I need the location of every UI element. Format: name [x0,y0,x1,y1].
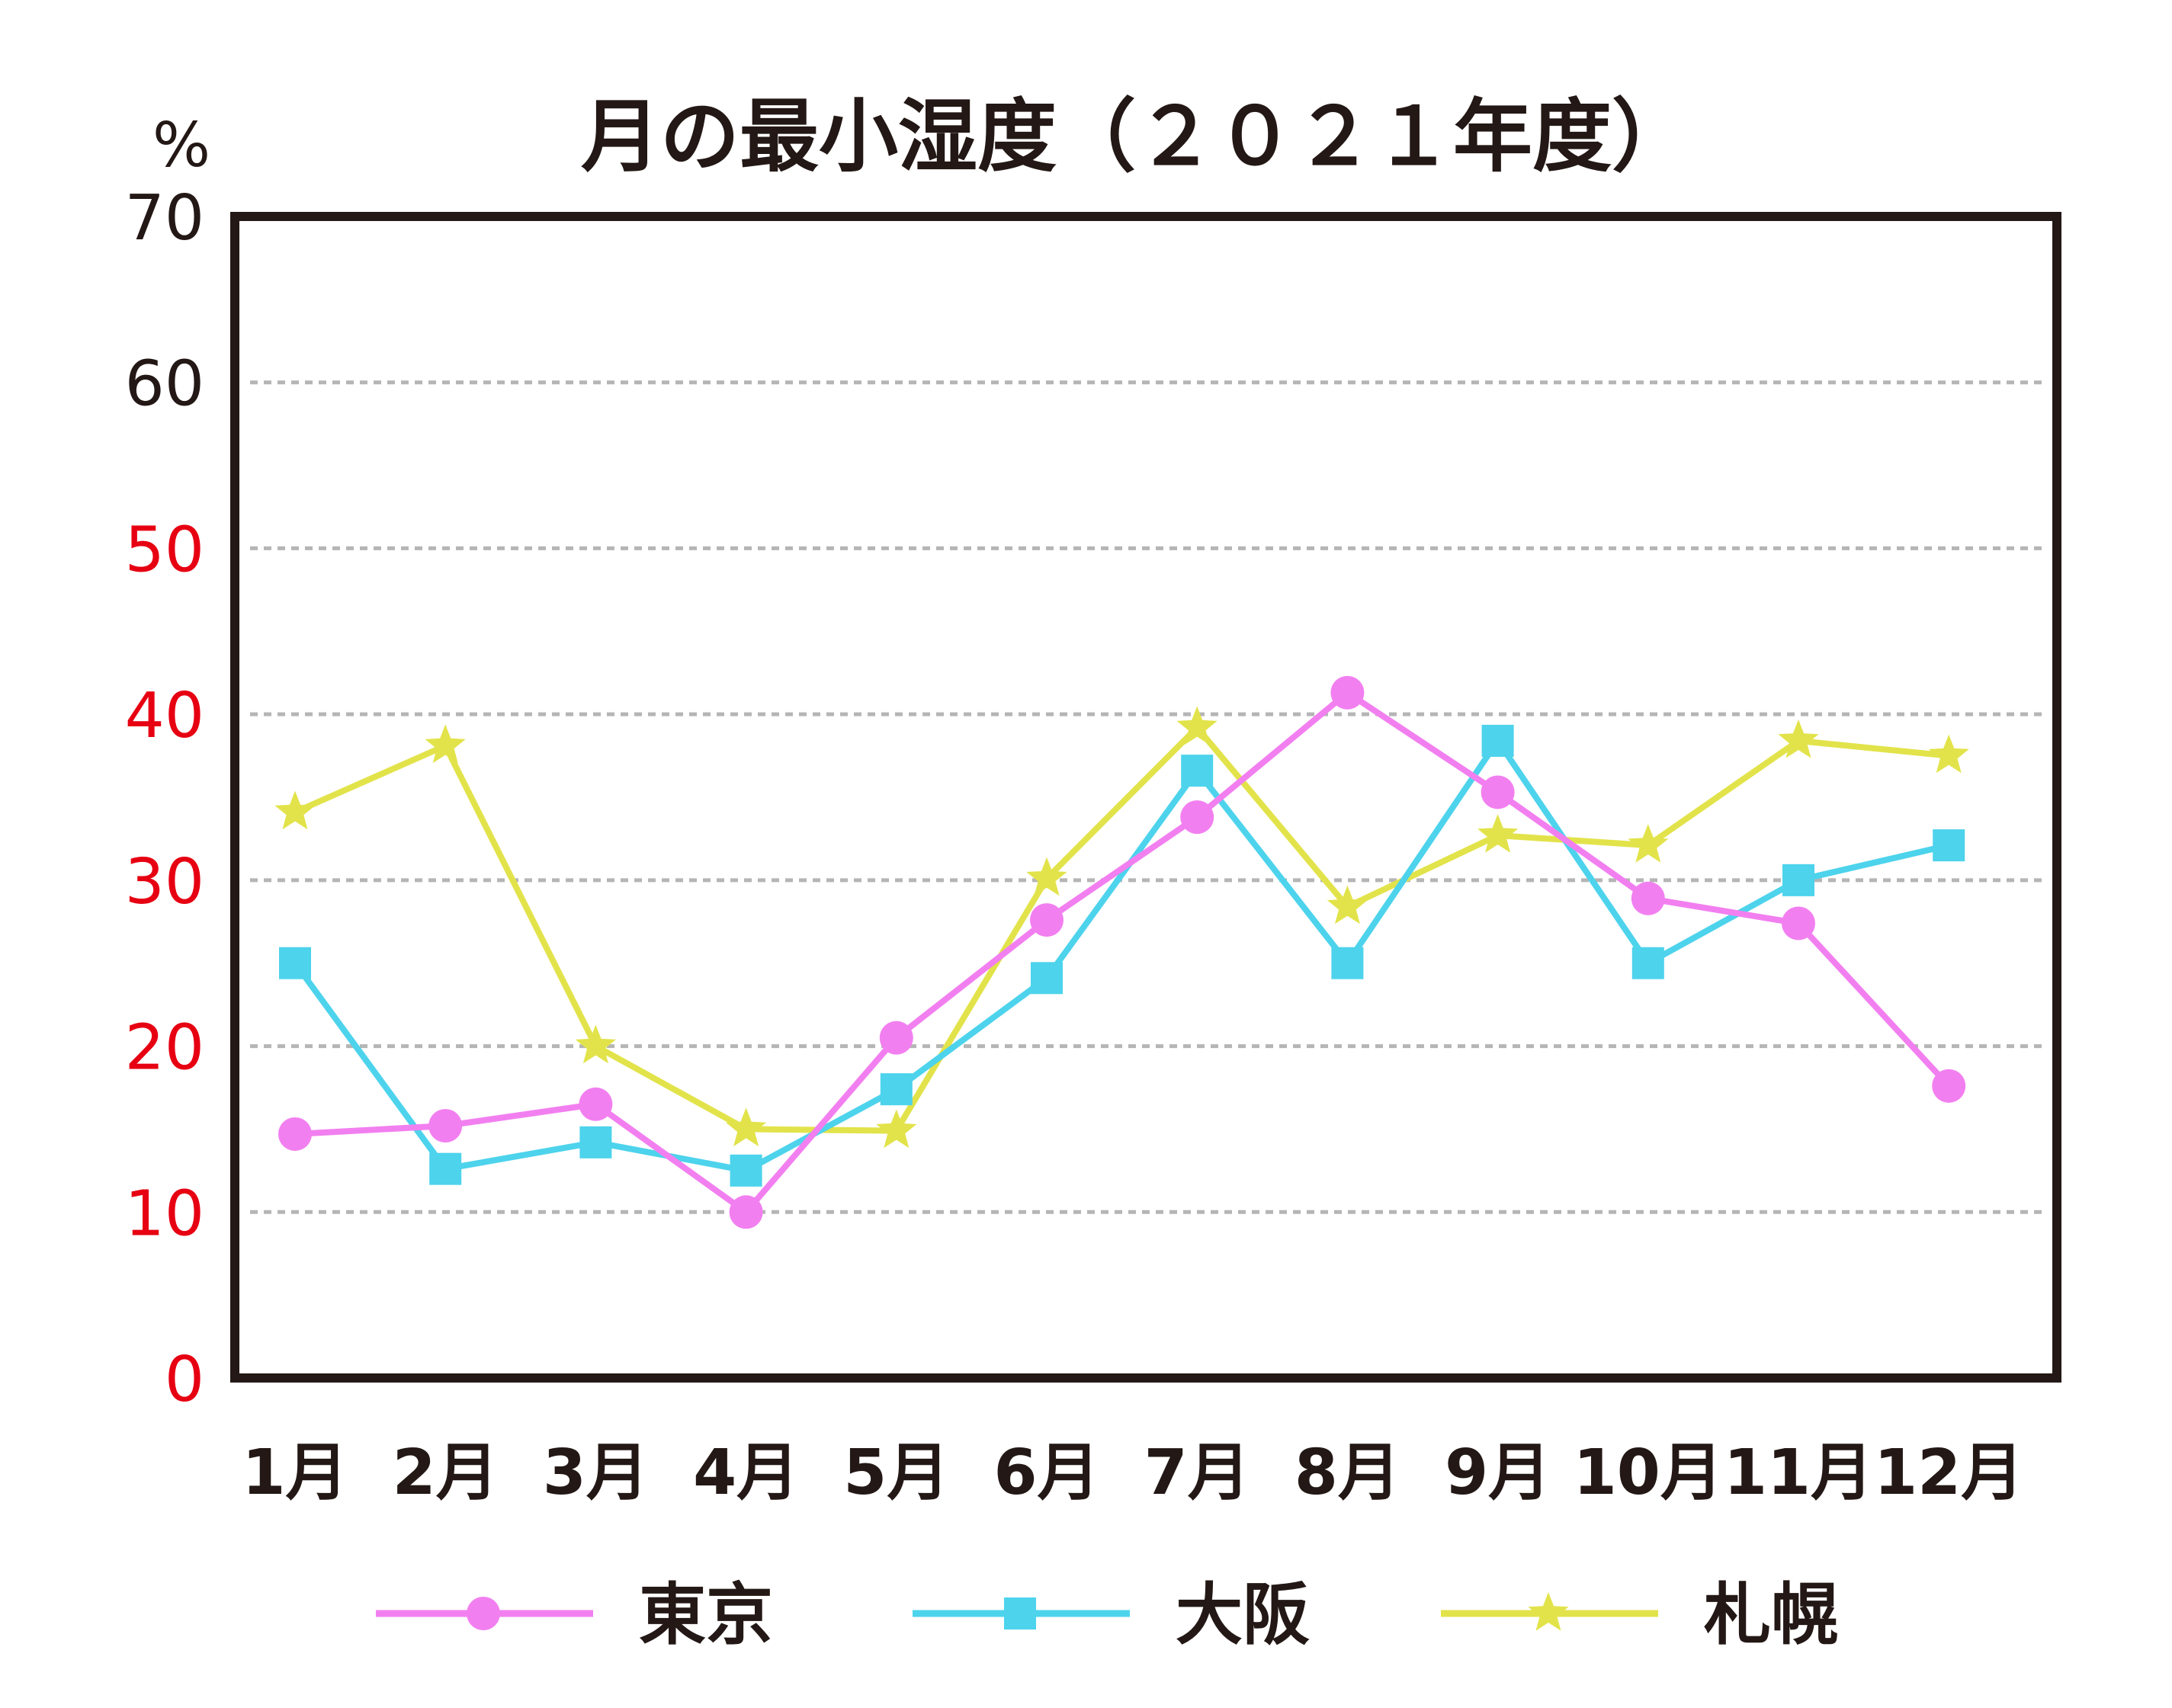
series-line [292,738,1950,1174]
data-point [726,1107,767,1147]
data-point [876,1109,917,1149]
series-line [294,724,1949,1134]
data-point [880,1073,913,1106]
legend-label: 東京 [639,1575,773,1654]
data-point [279,947,311,979]
data-point [1782,906,1815,941]
y-axis-unit-label: % [152,110,210,181]
data-point [1180,800,1214,835]
legend-label: 大阪 [1176,1575,1310,1654]
legend-label: 札幌 [1704,1575,1838,1654]
y-tick-label: 60 [125,348,204,421]
x-tick-label: 9月 [1445,1437,1551,1509]
y-tick-label: 40 [125,680,204,752]
data-point [1628,824,1669,863]
legend-swatch-marker [1528,1592,1569,1631]
x-tick-label: 8月 [1295,1437,1400,1509]
y-tick-label: 30 [125,846,204,918]
data-point [1481,724,1514,757]
legend-item: 東京 [376,1575,773,1654]
data-point [1331,947,1364,979]
x-tick-label: 10月 [1574,1437,1723,1509]
y-tick-label: 20 [125,1012,204,1085]
data-point [1932,1069,1966,1103]
data-point [1778,719,1819,758]
series-lines [274,675,1969,1229]
data-point [429,1152,462,1185]
y-axis-ticks: 70 60 50 40 30 20 10 0 [125,182,204,1416]
data-point [579,1126,612,1158]
data-point [425,724,466,764]
data-point [730,1154,762,1187]
data-point [1631,881,1665,915]
chart-title: 月の最小湿度（２０２１年度） [581,90,1691,183]
data-point [575,1024,616,1064]
data-point [1026,857,1067,896]
legend: 東京 大阪 札幌 [376,1575,1838,1654]
data-point [1030,903,1064,937]
gridlines [250,380,2042,1214]
y-tick-label: 70 [125,182,204,255]
data-point [1631,947,1664,979]
data-point [1176,706,1218,745]
y-tick-label: 0 [165,1344,204,1416]
legend-item: 札幌 [1441,1575,1838,1654]
x-tick-label: 11月 [1724,1437,1873,1509]
x-tick-label: 6月 [993,1437,1099,1509]
data-point [274,790,316,830]
x-tick-label: 3月 [543,1437,649,1509]
data-point [1031,962,1063,995]
x-tick-label: 1月 [242,1437,348,1509]
data-point [278,1117,312,1151]
data-point [1477,814,1519,853]
y-tick-label: 50 [125,514,204,586]
data-point [1933,829,1965,862]
series-1 [278,675,1966,1229]
x-tick-label: 2月 [393,1437,499,1509]
x-tick-label: 12月 [1874,1437,2023,1509]
plot-frame [230,212,2061,1383]
x-tick-label: 5月 [843,1437,949,1509]
data-point [729,1195,763,1229]
series-line [294,689,1952,1216]
data-point [1928,734,1969,774]
y-tick-label: 10 [125,1178,204,1250]
data-point [1327,885,1368,924]
legend-swatch-marker [467,1597,500,1630]
data-point [1481,775,1515,809]
data-point [579,1087,613,1121]
x-tick-label: 4月 [693,1437,799,1509]
series-2 [279,724,1965,1187]
series-3 [274,706,1969,1149]
x-tick-label: 7月 [1144,1437,1250,1509]
data-point [428,1109,463,1143]
legend-swatch-marker [1004,1597,1036,1629]
data-point [1782,864,1814,896]
x-axis-ticks: 1月 2月 3月 4月 5月 6月 7月 8月 9月 10月 11月 12月 [242,1437,2023,1509]
data-point [1330,675,1365,710]
legend-item: 大阪 [913,1575,1310,1654]
data-point [879,1021,913,1055]
data-point [1181,755,1214,787]
